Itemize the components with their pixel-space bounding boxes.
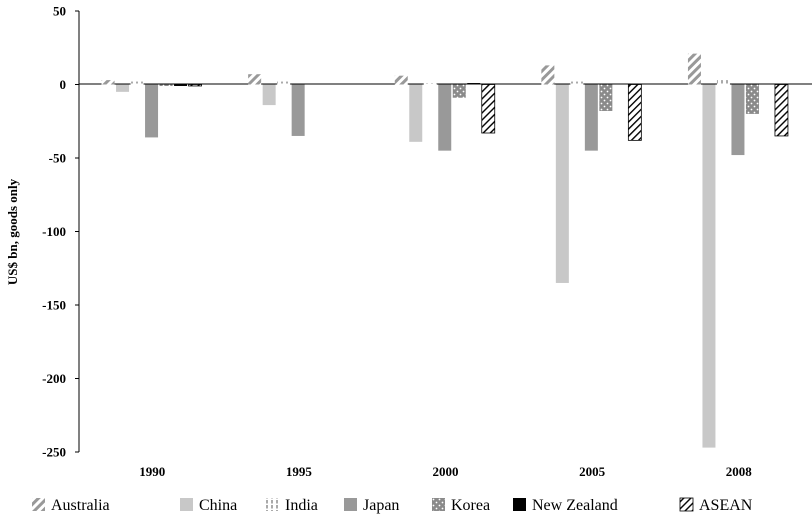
legend-label: Korea [451, 497, 490, 514]
bar-china-2000 [409, 84, 423, 142]
y-tick-label: -50 [49, 151, 66, 166]
bar-india-2008 [716, 80, 730, 85]
bar-japan-2005 [584, 84, 598, 151]
legend-item-new-zealand: New Zealand [513, 497, 618, 514]
x-tick-label: 2000 [433, 464, 459, 479]
bar-japan-1995 [291, 84, 305, 136]
legend-item-asean: ASEAN [679, 497, 753, 514]
bar-korea-2005 [599, 84, 613, 111]
x-tick-labels: 1990 1995 2000 2005 2008 [139, 464, 752, 479]
legend-label: ASEAN [699, 497, 753, 514]
legend-swatch-australia [32, 498, 45, 511]
legend-swatch-japan [344, 498, 357, 511]
bar-korea-1990 [159, 84, 173, 86]
x-tick-label: 2005 [579, 464, 606, 479]
y-ticks: 50 0 -50 -100 -150 -200 -250 [42, 4, 79, 460]
bar-asean-1990 [188, 84, 202, 87]
x-tick-label: 2008 [726, 464, 753, 479]
bar-india-1995 [277, 81, 291, 85]
legend-swatch-china [180, 498, 193, 511]
legend-swatch-korea [432, 498, 445, 511]
legend-item-korea: Korea [432, 497, 490, 514]
bar-australia-1990 [101, 80, 115, 85]
bar-china-2005 [555, 84, 569, 283]
legend-swatch-new-zealand [513, 498, 526, 511]
y-tick-label: -150 [42, 298, 66, 313]
bar-india-1990 [130, 81, 144, 85]
legend-item-china: China [180, 497, 237, 514]
bar-japan-1990 [145, 84, 159, 138]
bar-india-2005 [570, 81, 584, 85]
legend-label: Japan [363, 497, 399, 514]
y-tick-label: -200 [42, 371, 66, 386]
legend-label: New Zealand [532, 497, 618, 514]
legend-item-india: India [266, 497, 318, 514]
legend-label: India [285, 497, 318, 514]
y-tick-label: -100 [42, 224, 66, 239]
y-tick-label: 0 [60, 77, 67, 92]
bars [101, 53, 789, 448]
bar-australia-2008 [687, 53, 701, 85]
bar-new-zealand-1990 [174, 84, 188, 86]
x-tick-label: 1990 [139, 464, 165, 479]
bar-korea-2000 [452, 84, 466, 98]
y-axis-title: US$ bn, goods only [5, 178, 20, 285]
bar-china-2008 [702, 84, 716, 448]
bar-asean-2005 [627, 84, 642, 141]
bar-china-1995 [262, 84, 276, 106]
bar-korea-2008 [745, 84, 759, 114]
bar-india-2000 [423, 83, 437, 85]
legend: Australia China India Japan Korea New Zealand… [32, 497, 753, 514]
bar-asean-2000 [481, 84, 496, 134]
legend-swatch-india [266, 498, 279, 511]
legend-label: China [199, 497, 237, 514]
x-tick-label: 1995 [286, 464, 313, 479]
legend-item-australia: Australia [32, 497, 110, 514]
bar-japan-2008 [731, 84, 745, 156]
bar-australia-2005 [541, 65, 555, 85]
bar-asean-2008 [774, 84, 789, 137]
axes [78, 11, 812, 452]
bar-australia-2000 [394, 75, 408, 85]
legend-swatch-asean [679, 497, 694, 512]
y-tick-label: 50 [53, 4, 66, 19]
legend-item-japan: Japan [344, 497, 399, 514]
bar-australia-1995 [248, 74, 262, 85]
bar-japan-2000 [438, 84, 452, 151]
legend-label: Australia [51, 497, 110, 514]
bar-new-zealand-2000 [467, 83, 481, 85]
bar-china-1990 [116, 84, 130, 92]
y-tick-label: -250 [42, 445, 66, 460]
